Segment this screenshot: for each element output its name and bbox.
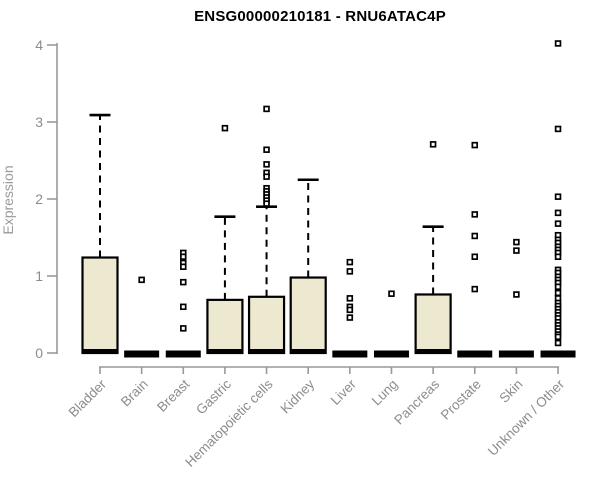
outlier-point xyxy=(513,247,520,254)
outlier-point xyxy=(554,209,562,217)
y-tick-label: 2 xyxy=(35,191,43,207)
outlier-point xyxy=(471,285,479,293)
box-skin xyxy=(498,238,534,358)
outlier-point xyxy=(513,291,520,298)
outlier-point xyxy=(180,253,187,261)
outlier-point xyxy=(554,220,562,227)
box-hematopoietic-cells xyxy=(247,105,286,355)
outlier-point xyxy=(554,253,562,261)
outlier-point xyxy=(263,105,270,113)
box-liver xyxy=(332,258,368,358)
box-pancreas xyxy=(414,141,452,355)
box-prostate xyxy=(457,141,493,358)
outlier-point xyxy=(554,339,562,347)
outlier-point xyxy=(138,276,145,284)
box-gastric xyxy=(206,124,244,355)
outlier-point xyxy=(180,278,187,286)
outlier-point xyxy=(554,283,562,291)
y-tick-label: 0 xyxy=(35,345,43,361)
outlier-point xyxy=(554,289,562,297)
outlier-point xyxy=(554,125,562,133)
y-tick-label: 1 xyxy=(35,268,43,284)
box-unknown-other xyxy=(540,40,576,358)
outlier-point xyxy=(429,141,437,148)
x-tick-label: Unknown / Other xyxy=(485,376,568,459)
box-brain xyxy=(124,276,160,358)
x-tick-label: Skin xyxy=(496,377,525,406)
box-rect xyxy=(81,256,119,355)
outlier-point xyxy=(554,40,562,47)
x-tick-label: Liver xyxy=(328,376,360,408)
y-tick-label: 4 xyxy=(35,37,43,53)
outlier-point xyxy=(346,306,354,314)
outlier-point xyxy=(388,290,395,297)
outlier-point xyxy=(263,200,270,207)
box-rect xyxy=(289,276,327,355)
x-tick-label: Brain xyxy=(118,377,151,410)
outlier-point xyxy=(471,253,479,261)
outlier-point xyxy=(471,141,479,149)
outlier-point xyxy=(221,124,229,132)
x-tick-label: Kidney xyxy=(278,376,318,416)
outlier-point xyxy=(346,258,354,266)
x-tick-label: Pancreas xyxy=(391,376,442,427)
outlier-point xyxy=(263,173,270,180)
x-tick-label: Lung xyxy=(369,377,401,409)
outlier-point xyxy=(346,295,354,302)
x-tick-label: Prostate xyxy=(438,377,484,423)
outlier-point xyxy=(263,146,270,153)
chart-title: ENSG00000210181 - RNU6ATAC4P xyxy=(194,8,446,25)
x-tick-label: Gastric xyxy=(193,376,234,417)
box-rect xyxy=(414,293,452,355)
x-tick-label: Bladder xyxy=(66,376,110,420)
outlier-point xyxy=(554,193,562,200)
outlier-point xyxy=(471,232,479,240)
outlier-point xyxy=(513,238,520,246)
outlier-point xyxy=(346,314,354,321)
box-kidney xyxy=(289,178,327,355)
outlier-point xyxy=(180,325,187,332)
box-lung xyxy=(373,290,409,358)
outlier-point xyxy=(346,268,354,275)
outlier-point xyxy=(180,263,187,271)
x-tick-label: Breast xyxy=(154,376,192,414)
box-rect xyxy=(247,295,286,355)
box-rect xyxy=(206,298,244,355)
outlier-point xyxy=(471,211,479,218)
box-bladder xyxy=(81,113,119,355)
outlier-point xyxy=(180,303,187,311)
outlier-point xyxy=(554,333,562,341)
box-breast xyxy=(165,249,201,358)
outlier-point xyxy=(263,161,270,168)
y-tick-label: 3 xyxy=(35,114,43,130)
